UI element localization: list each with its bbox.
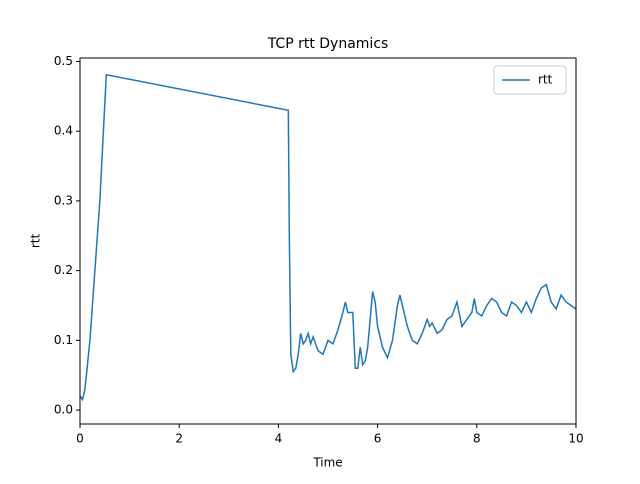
x-tick-label: 2 [175,432,183,446]
line [79,73,577,402]
y-tick-label: 0.1 [54,333,73,347]
x-tick-label: 8 [473,432,481,446]
y-axis-label: rtt [29,234,43,249]
y-tick-label: 0.0 [54,403,73,417]
x-axis-label: Time [312,456,342,470]
y-tick-label: 0.5 [54,54,73,68]
legend-label: rtt [538,73,553,87]
y-tick-label: 0.4 [54,124,73,138]
y-tick-label: 0.3 [54,193,73,207]
x-tick-label: 10 [568,432,583,446]
plot-frame [79,57,577,425]
x-tick-label: 4 [275,432,283,446]
x-tick-label: 0 [76,432,84,446]
chart-title: TCP rtt Dynamics [267,36,389,52]
x-tick-label: 6 [374,432,382,446]
y-tick-label: 0.2 [54,263,73,277]
